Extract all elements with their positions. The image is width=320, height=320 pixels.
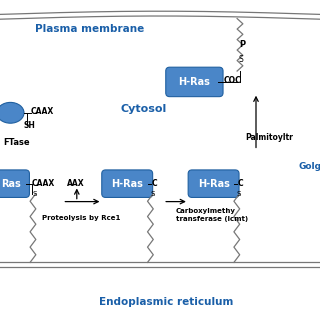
Text: Palmitoyltr: Palmitoyltr	[245, 133, 293, 142]
Text: CAAX: CAAX	[31, 180, 55, 188]
Ellipse shape	[0, 102, 24, 123]
Text: AAX: AAX	[67, 179, 85, 188]
Text: transferase (Icmt): transferase (Icmt)	[176, 216, 248, 222]
Text: H-Ras: H-Ras	[198, 179, 229, 189]
FancyBboxPatch shape	[102, 170, 153, 197]
Text: S: S	[32, 191, 37, 197]
Text: Golg: Golg	[299, 162, 320, 171]
Text: SH: SH	[24, 121, 36, 130]
Text: S: S	[236, 191, 241, 197]
Text: C: C	[237, 179, 243, 188]
Text: Plasma membrane: Plasma membrane	[35, 24, 144, 34]
Text: CAAX: CAAX	[31, 107, 54, 116]
FancyBboxPatch shape	[188, 170, 239, 197]
Text: Carboxylmethy: Carboxylmethy	[176, 208, 236, 214]
Text: COC: COC	[223, 76, 241, 85]
Text: S: S	[238, 55, 243, 64]
FancyBboxPatch shape	[166, 67, 223, 97]
Text: C: C	[151, 179, 157, 188]
FancyBboxPatch shape	[0, 170, 29, 197]
Text: Cytosol: Cytosol	[121, 104, 167, 114]
Text: S: S	[150, 191, 155, 197]
Text: P: P	[239, 40, 245, 49]
Text: Ras: Ras	[1, 179, 21, 189]
Text: Proteolysis by Rce1: Proteolysis by Rce1	[42, 215, 120, 220]
Text: FTase: FTase	[3, 138, 30, 147]
Text: H-Ras: H-Ras	[179, 77, 210, 87]
Text: H-Ras: H-Ras	[111, 179, 143, 189]
Text: Endoplasmic reticulum: Endoplasmic reticulum	[99, 297, 234, 308]
